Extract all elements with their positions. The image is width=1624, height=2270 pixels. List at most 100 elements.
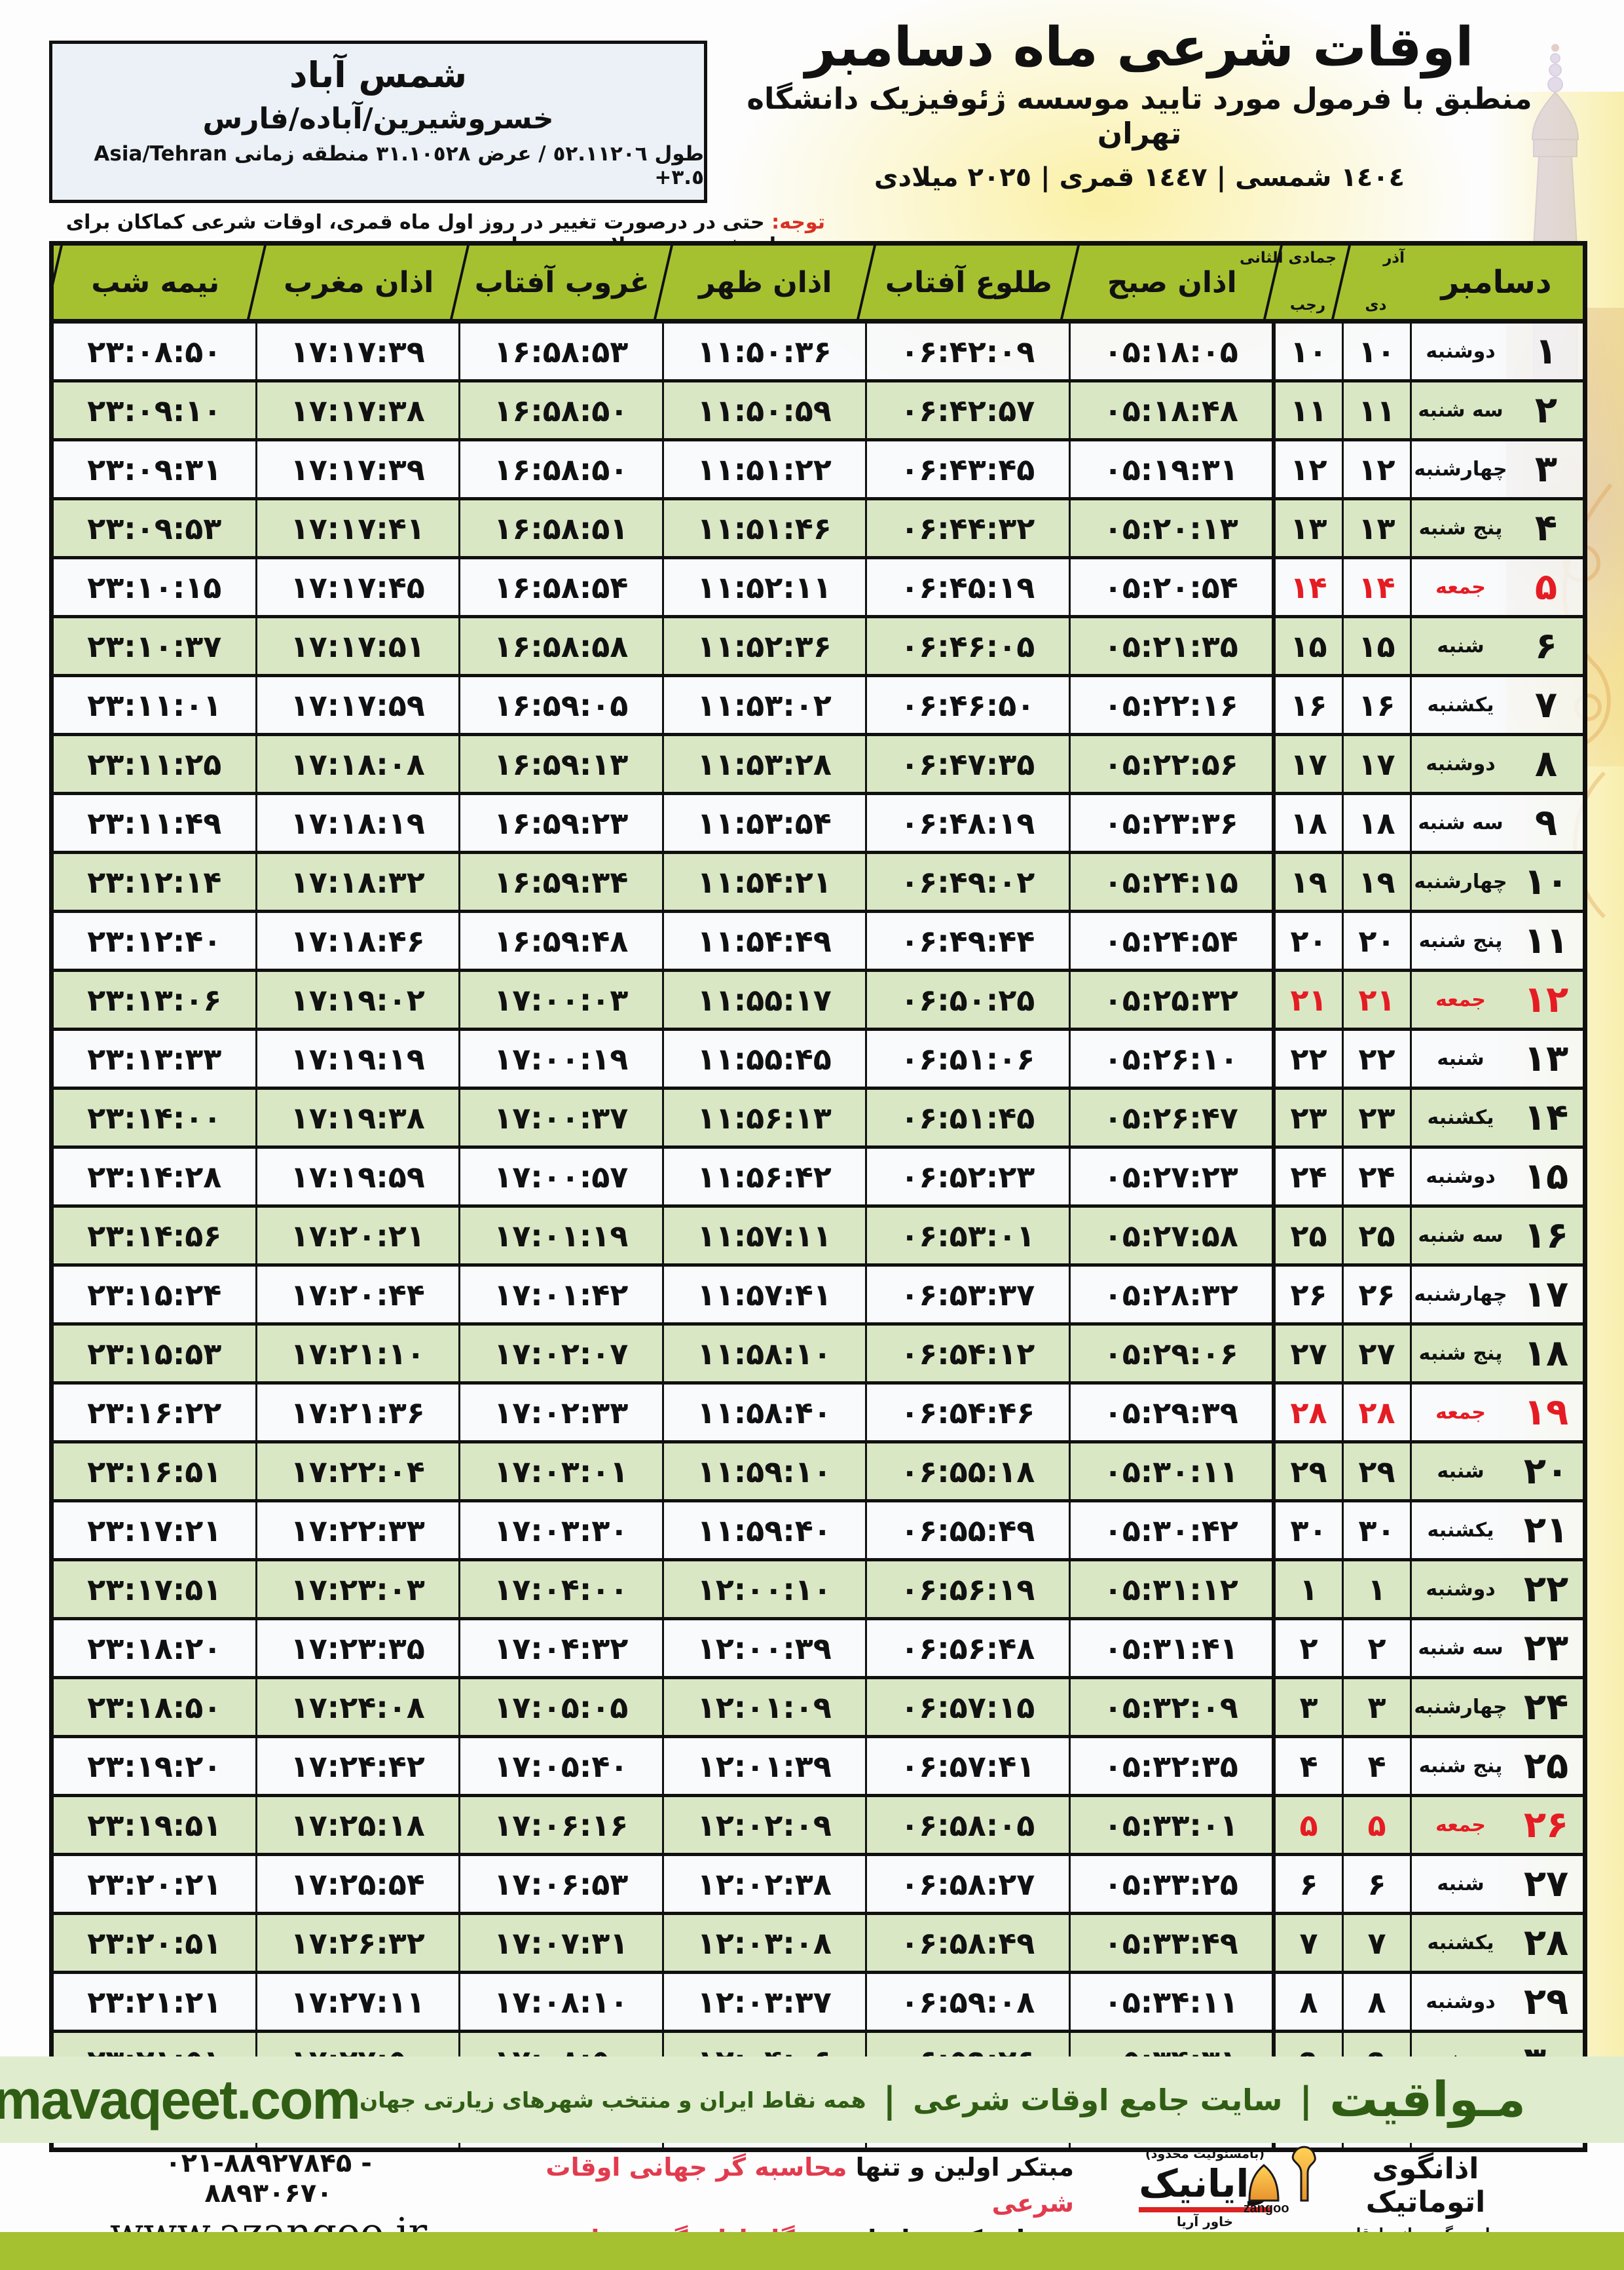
azan-maghreb-time: ۱۷:۲۶:۳۲ — [257, 1915, 460, 1971]
column-header-sunrise: طلوع آفتاب — [867, 246, 1071, 319]
sunset-time: ۱۷:۰۰:۳۷ — [460, 1090, 664, 1145]
midnight-time: ۲۳:۱۶:۲۲ — [54, 1385, 257, 1440]
azan-maghreb-time: ۱۷:۲۵:۵۴ — [257, 1856, 460, 1912]
hijri-day-number: ۲ — [1274, 1620, 1342, 1676]
table-body: ۱ دوشنبه ۱۰ ۱۰ ۰۵:۱۸:۰۵ ۰۶:۴۲:۰۹ ۱۱:۵۰:۳… — [54, 324, 1583, 2148]
sunrise-time: ۰۶:۴۸:۱۹ — [867, 795, 1071, 851]
notice-warn-word: توجه: — [771, 211, 825, 234]
city-name: شمس آباد — [289, 54, 468, 96]
midnight-time: ۲۳:۰۹:۵۳ — [54, 500, 257, 556]
region-name: خسروشیرین/آباده/فارس — [202, 102, 554, 136]
azan-maghreb-time: ۱۷:۱۷:۵۹ — [257, 677, 460, 733]
midnight-time: ۲۳:۰۹:۱۰ — [54, 382, 257, 438]
december-day-number: ۱۴ — [1523, 1096, 1569, 1139]
azan-sobh-time: ۰۵:۳۰:۱۱ — [1071, 1443, 1274, 1499]
table-row: ۲ سه شنبه ۱۱ ۱۱ ۰۵:۱۸:۴۸ ۰۶:۴۲:۵۷ ۱۱:۵۰:… — [54, 382, 1583, 441]
sunrise-time: ۰۶:۵۴:۴۶ — [867, 1385, 1071, 1440]
december-day-number: ۲۴ — [1523, 1686, 1569, 1728]
producer-line-1: مبتکر اولین و تنها محاسبه گر جهانی اوقات… — [537, 2149, 1074, 2222]
december-day-number: ۱۷ — [1523, 1273, 1569, 1316]
sunset-time: ۱۶:۵۹:۳۴ — [460, 854, 664, 910]
december-day-number: ۱۸ — [1523, 1332, 1569, 1375]
jalali-day-number: ۱۸ — [1342, 795, 1410, 851]
table-row: ۱ دوشنبه ۱۰ ۱۰ ۰۵:۱۸:۰۵ ۰۶:۴۲:۰۹ ۱۱:۵۰:۳… — [54, 324, 1583, 382]
jalali-day-number: ۲۸ — [1342, 1385, 1410, 1440]
weekday-name: دوشنبه — [1410, 736, 1509, 792]
weekday-name: پنج شنبه — [1410, 500, 1509, 556]
table-row: ۱۴ یکشنبه ۲۳ ۲۳ ۰۵:۲۶:۴۷ ۰۶:۵۱:۴۵ ۱۱:۵۶:… — [54, 1090, 1583, 1149]
hijri-day-number: ۱۹ — [1274, 854, 1342, 910]
december-day-number: ۶ — [1534, 625, 1558, 667]
weekday-name: جمعه — [1410, 559, 1509, 615]
azangoo-name-fa: اذانگوی اتوماتیک — [1365, 2152, 1486, 2219]
december-day-number: ۱۲ — [1523, 978, 1569, 1021]
azan-zohr-time: ۱۲:۰۳:۳۷ — [664, 1974, 867, 2030]
sunset-time: ۱۷:۰۱:۱۹ — [460, 1208, 664, 1263]
sunset-time: ۱۷:۰۲:۰۷ — [460, 1326, 664, 1381]
column-header-december: دسامبر — [1441, 264, 1552, 301]
jalali-day-number: ۲ — [1342, 1620, 1410, 1676]
sunrise-time: ۰۶:۴۶:۵۰ — [867, 677, 1071, 733]
hijri-day-number: ۱۱ — [1274, 382, 1342, 438]
sunrise-time: ۰۶:۵۴:۱۲ — [867, 1326, 1071, 1381]
midnight-time: ۲۳:۱۱:۰۱ — [54, 677, 257, 733]
hijri-day-number: ۱۴ — [1274, 559, 1342, 615]
sunrise-time: ۰۶:۴۲:۵۷ — [867, 382, 1071, 438]
weekday-name: چهارشنبه — [1410, 1267, 1509, 1322]
azan-maghreb-time: ۱۷:۱۹:۳۸ — [257, 1090, 460, 1145]
azan-sobh-time: ۰۵:۳۳:۴۹ — [1071, 1915, 1274, 1971]
hijri-day-number: ۸ — [1274, 1974, 1342, 2030]
hijri-day-number: ۲۳ — [1274, 1090, 1342, 1145]
mavaqeet-tagline-2: همه نقاط ایران و منتخب شهرهای زیارتی جها… — [360, 2087, 866, 2113]
weekday-name: دوشنبه — [1410, 1561, 1509, 1617]
azan-zohr-time: ۱۱:۵۰:۳۶ — [664, 324, 867, 379]
december-day-number: ۲۳ — [1523, 1627, 1569, 1669]
weekday-name: دوشنبه — [1410, 324, 1509, 379]
sunrise-time: ۰۶:۵۸:۴۹ — [867, 1915, 1071, 1971]
jalali-day-number: ۲۰ — [1342, 913, 1410, 969]
weekday-name: سه شنبه — [1410, 795, 1509, 851]
azan-sobh-time: ۰۵:۲۸:۳۲ — [1071, 1267, 1274, 1322]
sunset-time: ۱۷:۰۰:۱۹ — [460, 1031, 664, 1087]
sunset-time: ۱۶:۵۹:۴۸ — [460, 913, 664, 969]
table-row: ۲۸ یکشنبه ۷ ۷ ۰۵:۳۳:۴۹ ۰۶:۵۸:۴۹ ۱۲:۰۳:۰۸… — [54, 1915, 1583, 1974]
jalali-day-number: ۲۴ — [1342, 1149, 1410, 1204]
sunset-time: ۱۷:۰۷:۳۱ — [460, 1915, 664, 1971]
table-row: ۲۱ یکشنبه ۳۰ ۳۰ ۰۵:۳۰:۴۲ ۰۶:۵۵:۴۹ ۱۱:۵۹:… — [54, 1502, 1583, 1561]
sunset-time: ۱۷:۰۵:۰۵ — [460, 1679, 664, 1735]
midnight-time: ۲۳:۱۴:۲۸ — [54, 1149, 257, 1204]
azan-sobh-time: ۰۵:۱۹:۳۱ — [1071, 441, 1274, 497]
rayanik-subname: خاور آریا — [1176, 2214, 1234, 2229]
hijri-day-number: ۲۹ — [1274, 1443, 1342, 1499]
sunset-time: ۱۷:۰۲:۳۳ — [460, 1385, 664, 1440]
sunset-time: ۱۷:۰۰:۰۳ — [460, 972, 664, 1028]
december-day-number: ۲۰ — [1523, 1450, 1569, 1493]
azan-zohr-time: ۱۱:۵۳:۵۴ — [664, 795, 867, 851]
jalali-day-number: ۲۷ — [1342, 1326, 1410, 1381]
sunset-time: ۱۶:۵۹:۱۳ — [460, 736, 664, 792]
azan-maghreb-time: ۱۷:۲۷:۱۱ — [257, 1974, 460, 2030]
jalali-day-number: ۱۹ — [1342, 854, 1410, 910]
sunrise-time: ۰۶:۵۷:۱۵ — [867, 1679, 1071, 1735]
sunrise-time: ۰۶:۵۶:۴۸ — [867, 1620, 1071, 1676]
separator: | — [1299, 2079, 1313, 2121]
azan-zohr-time: ۱۱:۵۸:۱۰ — [664, 1326, 867, 1381]
azan-sobh-time: ۰۵:۲۶:۱۰ — [1071, 1031, 1274, 1087]
azan-maghreb-time: ۱۷:۲۴:۴۲ — [257, 1738, 460, 1794]
sunrise-time: ۰۶:۴۳:۴۵ — [867, 441, 1071, 497]
midnight-time: ۲۳:۱۸:۲۰ — [54, 1620, 257, 1676]
sunrise-time: ۰۶:۴۶:۰۵ — [867, 618, 1071, 674]
sunset-time: ۱۷:۰۳:۰۱ — [460, 1443, 664, 1499]
weekday-name: پنج شنبه — [1410, 1738, 1509, 1794]
svg-text:azangoo: azangoo — [1244, 2201, 1289, 2215]
weekday-name: سه شنبه — [1410, 1620, 1509, 1676]
hijri-day-number: ۲۷ — [1274, 1326, 1342, 1381]
azan-zohr-time: ۱۲:۰۱:۰۹ — [664, 1679, 867, 1735]
azan-zohr-time: ۱۱:۵۹:۴۰ — [664, 1502, 867, 1558]
jalali-day-number: ۶ — [1342, 1856, 1410, 1912]
sunrise-time: ۰۶:۴۵:۱۹ — [867, 559, 1071, 615]
sunset-time: ۱۷:۰۶:۵۳ — [460, 1856, 664, 1912]
sunrise-time: ۰۶:۵۱:۴۵ — [867, 1090, 1071, 1145]
table-row: ۱۹ جمعه ۲۸ ۲۸ ۰۵:۲۹:۳۹ ۰۶:۵۴:۴۶ ۱۱:۵۸:۴۰… — [54, 1385, 1583, 1443]
jalali-day-number: ۱۳ — [1342, 500, 1410, 556]
